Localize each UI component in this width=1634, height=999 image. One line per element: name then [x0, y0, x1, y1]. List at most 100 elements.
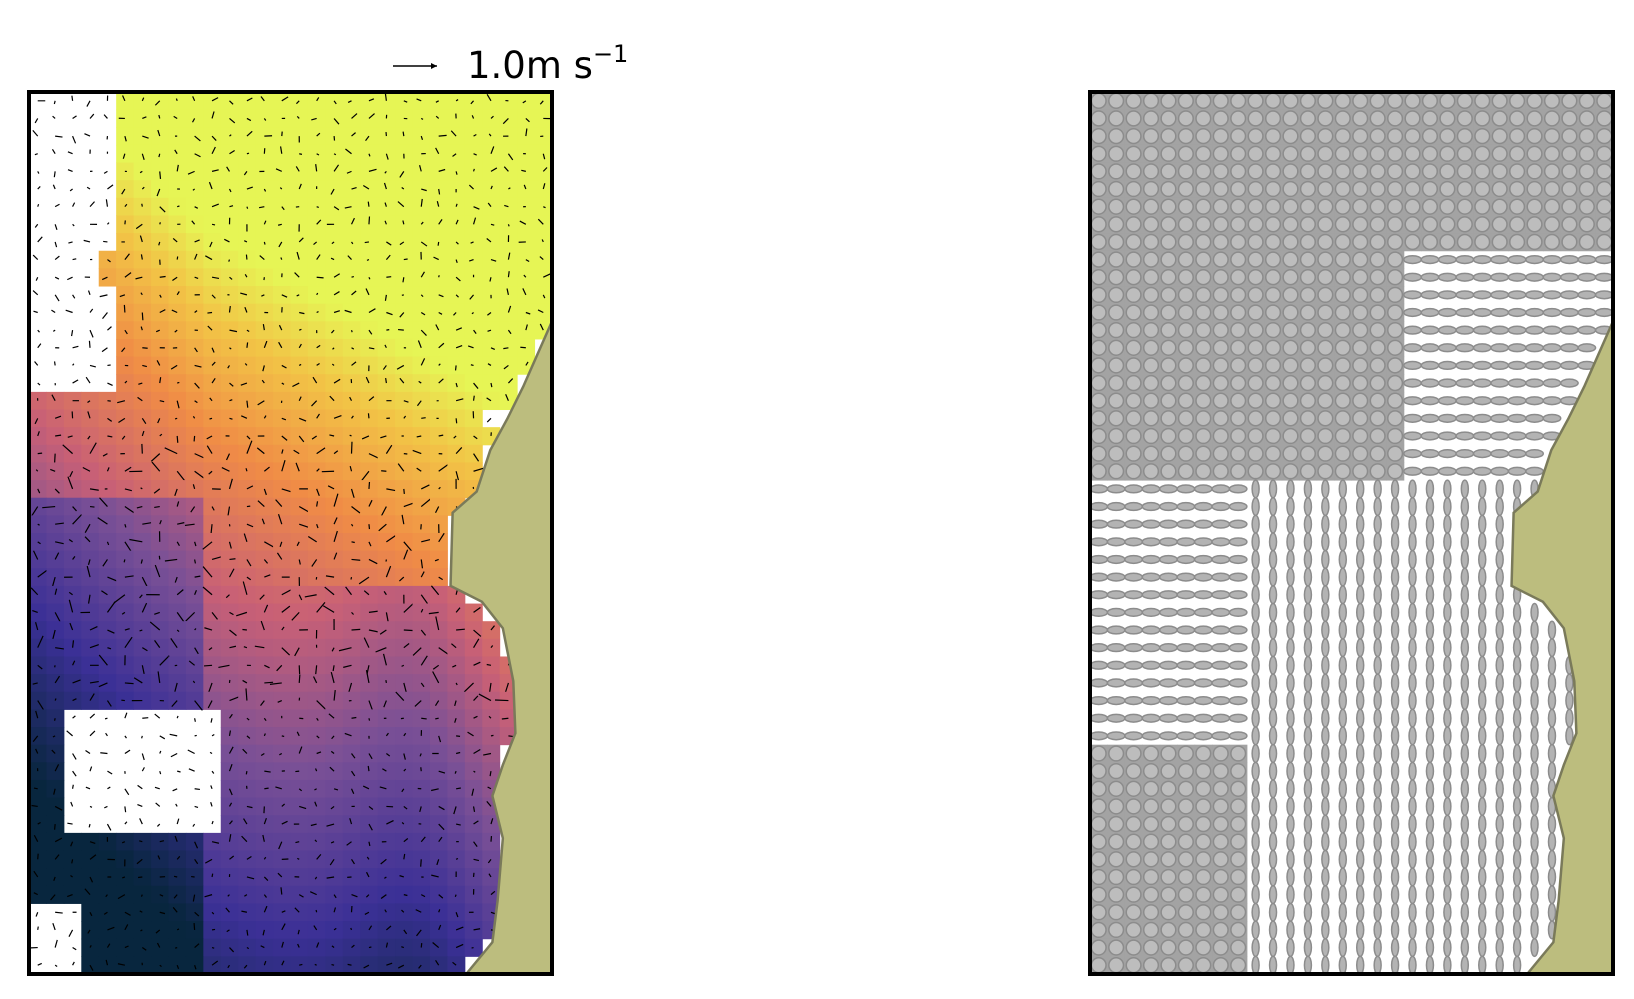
quiver	[297, 929, 300, 935]
ellipse	[1125, 233, 1142, 251]
ellipse	[1390, 691, 1400, 711]
ellipse	[1390, 708, 1400, 728]
ellipse	[1089, 695, 1109, 706]
quiver	[507, 271, 510, 278]
heat-cell	[325, 391, 344, 411]
quiver	[384, 876, 387, 879]
ellipse	[1387, 321, 1404, 339]
ellipse	[1495, 761, 1504, 781]
heat-cell	[220, 286, 239, 305]
heat-cell	[307, 603, 326, 622]
heat-cell	[307, 109, 326, 128]
quiver	[349, 434, 352, 437]
ellipse	[1352, 374, 1369, 392]
quiver	[316, 717, 319, 721]
ellipse	[1460, 567, 1470, 587]
quiver	[368, 805, 374, 810]
ellipse	[1355, 691, 1365, 711]
ellipse	[1282, 233, 1299, 251]
heat-cell	[429, 215, 448, 234]
ellipse	[1124, 501, 1144, 512]
ellipse	[1212, 127, 1229, 145]
heat-cell	[464, 180, 483, 199]
ellipse	[1565, 691, 1574, 711]
ellipse	[1439, 92, 1456, 109]
heat-cell	[429, 709, 448, 728]
heat-cell	[98, 938, 117, 957]
ellipse	[1212, 251, 1229, 268]
heat-cell	[81, 462, 100, 481]
quiver	[363, 964, 370, 969]
quiver	[507, 305, 512, 313]
ellipse	[1251, 638, 1260, 658]
quiver	[385, 377, 387, 384]
ellipse	[1387, 427, 1404, 445]
quiver	[456, 787, 461, 790]
quiver	[229, 329, 238, 333]
quiver	[175, 98, 178, 102]
quiver	[412, 647, 422, 656]
quiver	[263, 894, 267, 898]
quiver	[204, 627, 213, 631]
ellipse	[1352, 410, 1369, 427]
ellipse	[1268, 532, 1278, 552]
heat-cell	[116, 585, 135, 605]
heat-cell	[482, 127, 501, 146]
ellipse	[1491, 92, 1508, 109]
ellipse	[1089, 501, 1109, 512]
quiver	[104, 717, 108, 720]
quiver	[313, 241, 318, 246]
heat-cell	[325, 709, 344, 728]
quiver	[416, 98, 422, 102]
ellipse	[1369, 410, 1386, 427]
heat-cell	[342, 144, 361, 164]
ellipse	[1090, 163, 1107, 180]
heat-cell	[464, 391, 483, 411]
ellipse	[1317, 127, 1334, 145]
quiver	[350, 217, 355, 225]
ellipse	[1177, 463, 1194, 480]
ellipse	[1495, 743, 1504, 764]
quiver	[184, 523, 195, 527]
heat-cell	[377, 674, 396, 693]
ellipse	[1160, 445, 1177, 462]
ellipse	[1268, 655, 1278, 675]
ellipse	[1530, 937, 1539, 958]
heat-cell	[482, 815, 501, 834]
ellipse	[1321, 832, 1330, 852]
quiver	[211, 820, 214, 825]
quiver	[33, 310, 38, 314]
quiver	[164, 558, 178, 562]
quiver	[174, 488, 178, 497]
quiver	[295, 100, 300, 105]
quiver	[344, 206, 352, 209]
quiver	[229, 382, 234, 387]
ellipse	[1125, 145, 1142, 162]
ellipse	[1090, 339, 1107, 356]
ellipse	[1478, 726, 1487, 746]
heat-cell	[342, 656, 361, 675]
quiver	[326, 876, 335, 879]
quiver	[31, 804, 38, 808]
quiver	[188, 660, 195, 666]
quiver	[225, 907, 230, 913]
ellipse	[1338, 955, 1348, 975]
ellipse	[1230, 921, 1247, 939]
quiver	[298, 746, 303, 754]
ellipse	[1559, 290, 1579, 300]
quiver	[361, 470, 370, 481]
quiver	[420, 594, 428, 604]
quiver	[37, 382, 41, 386]
heat-cell	[517, 286, 536, 305]
heat-cell	[168, 250, 187, 269]
ellipse	[1404, 180, 1421, 198]
ellipse	[1251, 655, 1260, 675]
quiver	[333, 552, 338, 560]
quiver	[331, 735, 335, 740]
heat-cell	[360, 850, 379, 869]
ellipse	[1474, 145, 1491, 162]
ellipse	[1542, 254, 1562, 265]
ellipse	[1437, 272, 1457, 282]
heat-cell	[395, 656, 414, 675]
ellipse	[1512, 814, 1522, 834]
